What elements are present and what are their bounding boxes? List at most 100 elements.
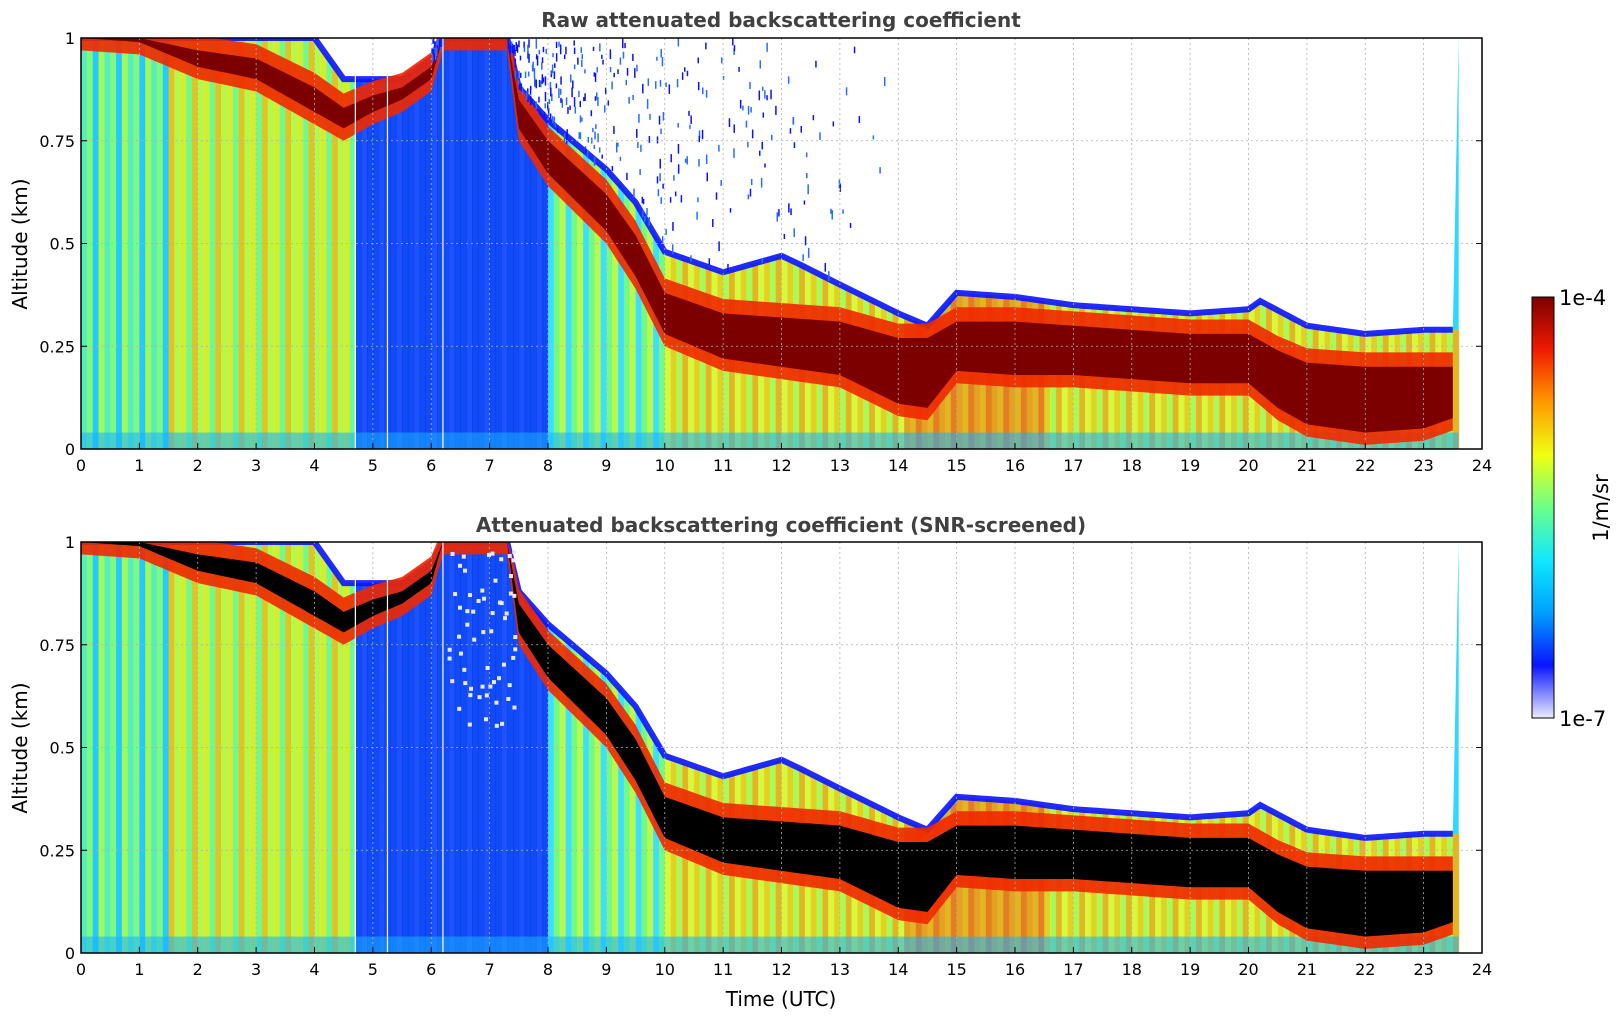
noise-speckle [628,97,630,104]
noise-speckle [686,156,688,165]
noise-speckle [727,263,729,273]
time-slice [1452,833,1460,953]
screened-pixel [457,605,462,610]
noise-speckle [542,77,545,83]
noise-speckle [526,90,528,100]
noise-speckle [705,42,707,50]
screened-pixel [511,655,516,660]
noise-speckle [544,103,547,109]
time-slice [559,634,567,953]
noise-speckle [626,172,628,180]
x-tick-label: 7 [485,456,495,475]
noise-speckle [697,57,699,64]
noise-speckle [658,115,661,125]
time-slice [92,542,100,953]
time-slice [110,542,117,953]
noise-speckle [708,258,711,265]
time-slice [402,583,409,953]
noise-speckle [665,228,667,235]
noise-speckle [638,114,640,123]
noise-speckle [521,86,524,95]
noise-speckle [565,46,567,55]
noise-speckle [592,127,594,133]
time-slice [291,542,298,953]
time-slice [413,574,421,953]
x-tick-label: 0 [76,456,86,475]
time-slice [623,693,631,953]
noise-speckle [688,110,690,116]
time-slice [296,38,304,449]
x-tick-label: 11 [713,456,733,475]
time-slice [326,54,333,449]
noise-speckle [513,44,515,54]
noise-speckle [615,142,618,153]
screened-pixel [453,592,458,597]
noise-speckle [566,129,568,137]
time-slice [367,583,374,953]
noise-speckle [659,173,661,182]
noise-speckle [790,208,792,216]
noise-speckle [659,158,662,169]
screened-pixel [468,593,473,598]
time-slice [588,658,596,953]
noise-speckle [573,40,575,46]
noise-speckle [759,60,762,69]
screened-pixel [465,622,470,627]
noise-speckle [609,49,612,60]
noise-speckle [611,165,614,171]
x-axis-label: Time (UTC) [725,987,837,1011]
screened-pixel [487,552,492,557]
time-slice [145,542,152,953]
time-slice [623,189,631,449]
noise-speckle [602,59,604,65]
noise-speckle [807,184,809,195]
noise-speckle [702,87,704,95]
noise-speckle [508,43,511,50]
noise-speckle [433,52,436,63]
screened-pixel [477,695,482,700]
y-tick-label: 1 [65,29,75,48]
noise-speckle [802,254,804,261]
time-slice [524,93,532,449]
time-slice [197,38,205,449]
screened-pixel [512,593,517,598]
noise-speckle [806,172,808,179]
time-slice [577,648,584,953]
time-slice [536,107,543,449]
time-slice [495,542,502,953]
noise-speckle [527,71,530,77]
noise-speckle [636,128,638,138]
noise-speckle [432,39,434,44]
noise-speckle [646,99,649,109]
x-tick-label: 2 [193,960,203,979]
noise-speckle [697,82,700,91]
noise-speckle [632,53,634,61]
time-slice [221,542,228,953]
screened-pixel [484,693,489,698]
noise-speckle [553,116,556,122]
noise-speckle [546,102,549,111]
noise-speckle [696,211,698,220]
noise-speckle [858,116,861,123]
x-tick-label: 18 [1122,456,1142,475]
noise-speckle [747,141,749,148]
time-slice [191,542,199,953]
time-slice [588,154,596,449]
time-slice [466,542,473,953]
noise-speckle [800,126,803,133]
noise-speckle [712,218,714,228]
screened-pixel [447,647,452,652]
time-slice [583,653,590,953]
time-slice [390,583,397,953]
x-tick-label: 23 [1413,960,1433,979]
noise-speckle [805,152,808,158]
noise-speckle [641,196,644,204]
noise-speckle [595,124,597,129]
noise-speckle [599,43,601,52]
noise-speckle [661,236,664,244]
time-slice [407,578,415,953]
time-slice [641,212,648,449]
noise-speckle [531,99,533,104]
time-slice [261,542,269,953]
chart-title: Attenuated backscattering coefficient (S… [476,513,1086,537]
